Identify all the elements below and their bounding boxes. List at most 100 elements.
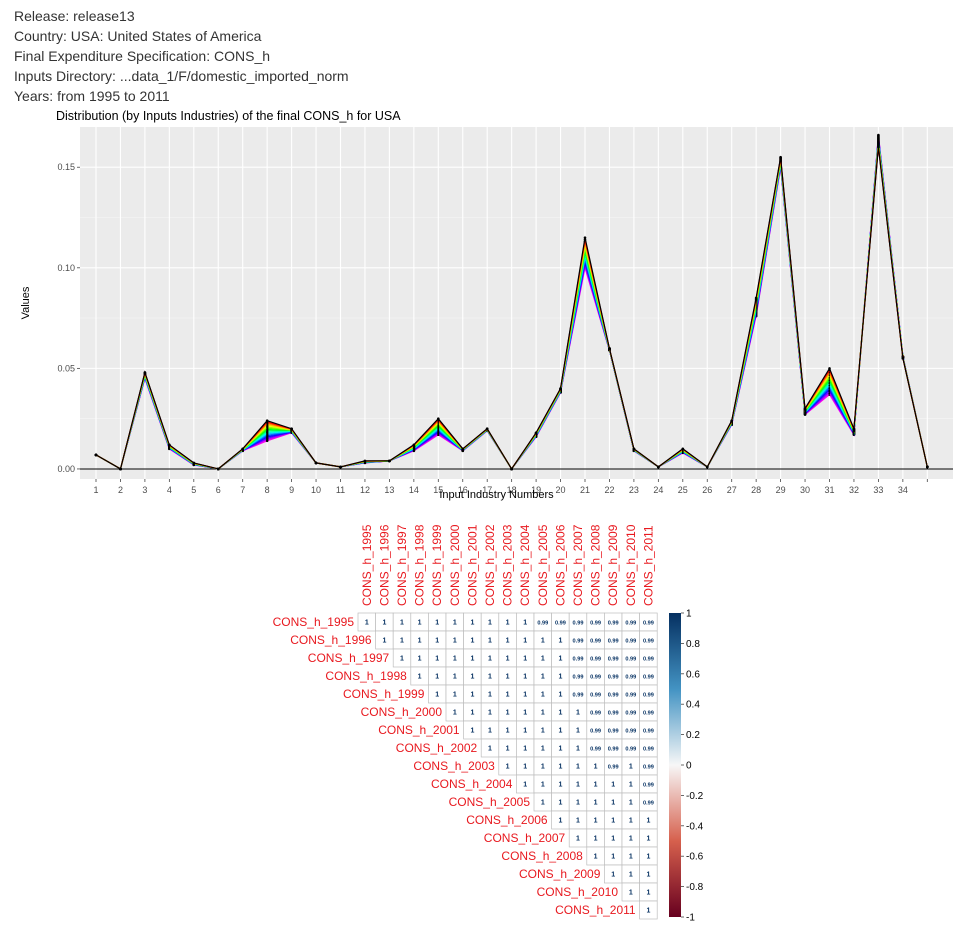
data-point <box>290 427 293 431</box>
cell-value: 1 <box>506 692 510 699</box>
cell-value: 0.99 <box>625 711 636 717</box>
x-tick-label: 28 <box>751 485 761 495</box>
x-tick-label: 4 <box>167 485 172 495</box>
x-tick-label: 18 <box>507 485 517 495</box>
cell-value: 1 <box>470 674 474 681</box>
row-label: CONS_h_1998 <box>325 669 407 683</box>
cell-value: 0.99 <box>643 675 654 681</box>
cell-value: 1 <box>470 710 474 717</box>
cell-value: 1 <box>629 764 633 771</box>
cell-value: 1 <box>470 656 474 663</box>
x-tick-label: 34 <box>898 485 908 495</box>
cell-value: 1 <box>646 854 650 861</box>
cell-value: 1 <box>541 638 545 645</box>
data-point <box>583 236 587 239</box>
row-label: CONS_h_2003 <box>413 759 495 773</box>
data-point <box>803 407 807 410</box>
cell-value: 1 <box>541 692 545 699</box>
x-tick-label: 16 <box>458 485 468 495</box>
cell-value: 1 <box>558 692 562 699</box>
data-point <box>559 387 562 390</box>
cell-value: 1 <box>523 692 527 699</box>
cell-value: 1 <box>488 674 492 681</box>
cell-value: 1 <box>470 692 474 699</box>
cell-value: 1 <box>523 710 527 717</box>
cell-value: 1 <box>523 656 527 663</box>
cell-value: 0.99 <box>608 765 619 771</box>
x-tick-label: 24 <box>653 485 663 495</box>
cell-value: 0.99 <box>608 675 619 681</box>
cell-value: 0.99 <box>590 711 601 717</box>
cell-value: 1 <box>470 638 474 645</box>
cell-value: 1 <box>400 656 404 663</box>
cell-value: 0.99 <box>625 639 636 645</box>
x-tick-label: 13 <box>384 485 394 495</box>
data-point <box>779 155 782 159</box>
cell-value: 1 <box>541 656 545 663</box>
colorbar-tick-label: 0 <box>686 761 692 772</box>
colorbar-tick-label: 1 <box>686 609 692 620</box>
cell-value: 0.99 <box>590 693 601 699</box>
cell-value: 0.99 <box>573 675 584 681</box>
cell-value: 1 <box>435 638 439 645</box>
cell-value: 1 <box>611 818 615 825</box>
y-tick-label: 0.15 <box>57 162 75 172</box>
colorbar-tick-label: -0.4 <box>686 821 704 832</box>
colorbar-tick-label: 0.4 <box>686 700 700 711</box>
cell-value: 1 <box>611 854 615 861</box>
column-label: CONS_h_1998 <box>413 524 427 606</box>
column-label: CONS_h_2009 <box>606 524 620 606</box>
cell-value: 0.99 <box>625 729 636 735</box>
cell-value: 0.99 <box>643 747 654 753</box>
column-label: CONS_h_2006 <box>553 524 567 606</box>
cell-value: 1 <box>453 692 457 699</box>
cell-value: 1 <box>523 674 527 681</box>
cell-value: 1 <box>382 620 386 627</box>
colorbar-tick-label: -0.2 <box>686 791 704 802</box>
column-label: CONS_h_1996 <box>377 524 391 606</box>
cell-value: 1 <box>541 674 545 681</box>
cell-value: 0.99 <box>625 747 636 753</box>
row-label: CONS_h_2004 <box>431 777 513 791</box>
cell-value: 1 <box>611 836 615 843</box>
cell-value: 0.99 <box>643 621 654 627</box>
row-label: CONS_h_2009 <box>519 867 601 881</box>
cell-value: 1 <box>523 782 527 789</box>
line-chart-title: Distribution (by Inputs Industries) of t… <box>56 109 401 123</box>
data-point <box>901 357 905 360</box>
cell-value: 0.99 <box>625 657 636 663</box>
x-tick-label: 21 <box>580 485 590 495</box>
cell-value: 1 <box>611 782 615 789</box>
cell-value: 1 <box>558 656 562 663</box>
cell-value: 1 <box>611 872 615 879</box>
cell-value: 1 <box>558 782 562 789</box>
data-point <box>412 443 416 447</box>
cell-value: 1 <box>541 746 545 753</box>
x-tick-label: 33 <box>873 485 883 495</box>
cell-value: 0.99 <box>625 675 636 681</box>
cell-value: 1 <box>418 620 422 627</box>
cell-value: 1 <box>418 674 422 681</box>
colorbar-tick-label: -0.8 <box>686 882 704 893</box>
cell-value: 1 <box>488 620 492 627</box>
data-point <box>877 145 880 149</box>
y-tick-label: 0.05 <box>57 363 75 373</box>
data-point <box>388 459 391 463</box>
cell-value: 1 <box>453 656 457 663</box>
cell-value: 1 <box>541 710 545 717</box>
x-tick-label: 25 <box>678 485 688 495</box>
x-tick-label: 5 <box>191 485 196 495</box>
cell-value: 1 <box>400 638 404 645</box>
cell-value: 0.99 <box>643 765 654 771</box>
cell-value: 1 <box>400 620 404 627</box>
cell-value: 1 <box>629 800 633 807</box>
cell-value: 1 <box>558 800 562 807</box>
cell-value: 0.99 <box>608 693 619 699</box>
cell-value: 1 <box>558 728 562 735</box>
column-label: CONS_h_1999 <box>430 524 444 606</box>
x-tick-label: 3 <box>142 485 147 495</box>
cell-value: 0.99 <box>573 693 584 699</box>
cell-value: 1 <box>594 854 598 861</box>
column-label: CONS_h_2005 <box>536 524 550 606</box>
